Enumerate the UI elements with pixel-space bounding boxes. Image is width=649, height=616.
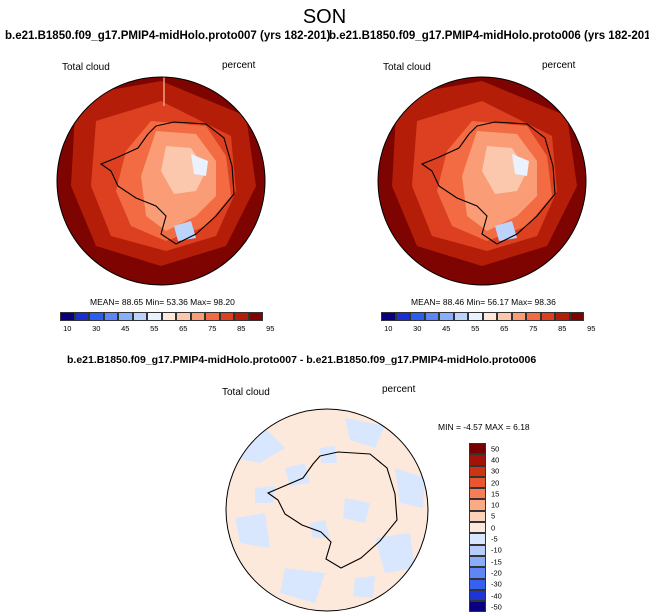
colorbar-tick-label: 30 (413, 324, 422, 333)
diff-colorbar-tick-label: -40 (491, 591, 502, 601)
colorbar-tick-label: 75 (529, 324, 538, 333)
panel-left-colorbar-labels: 10 30 45 55 65 75 85 95 (60, 324, 274, 334)
diff-colorbar-tick-label: -15 (491, 557, 502, 567)
panel-left-stats: MEAN= 88.65 Min= 53.36 Max= 98.20 (90, 297, 235, 307)
diff-colorbar-swatch (469, 601, 486, 613)
colorbar-tick-label: 95 (587, 324, 596, 333)
colorbar-swatch (219, 312, 234, 321)
colorbar-swatch (395, 312, 410, 321)
diff-colorbar-swatch (469, 499, 486, 511)
diff-units-label: percent (382, 384, 416, 395)
panel-left-map (56, 76, 266, 286)
diff-colorbar-swatch (469, 555, 486, 568)
panel-left-polar-map (56, 76, 266, 286)
colorbar-swatch (74, 312, 89, 321)
diff-colorbar-swatch (469, 522, 486, 534)
colorbar-swatch (555, 312, 570, 321)
diff-colorbar-tick-label: -50 (491, 602, 502, 612)
panel-right-polar-map (377, 76, 587, 286)
colorbar-swatch (468, 312, 483, 321)
colorbar-swatch (248, 312, 263, 321)
colorbar-swatch (103, 312, 118, 321)
colorbar-swatch (147, 312, 162, 321)
colorbar-tick-label: 85 (558, 324, 567, 333)
colorbar-swatch (424, 312, 439, 321)
diff-colorbar-tick-label: -20 (491, 568, 502, 578)
diff-colorbar-swatch (469, 465, 486, 477)
colorbar-swatch (176, 312, 191, 321)
diff-colorbar-tick-label: 50 (491, 444, 500, 454)
diff-polar-map (225, 408, 429, 612)
panel-right-colorbar-labels: 10 30 45 55 65 75 85 95 (381, 324, 595, 334)
colorbar-swatch (569, 312, 584, 321)
colorbar-swatch (118, 312, 133, 321)
diff-colorbar-swatch (469, 567, 486, 579)
diff-panel-title: b.e21.B1850.f09_g17.PMIP4-midHolo.proto0… (67, 354, 537, 366)
colorbar-swatch (205, 312, 220, 321)
colorbar-tick-label: 45 (442, 324, 451, 333)
colorbar-swatch (381, 312, 396, 321)
diff-stats: MIN = -4.57 MAX = 6.18 (438, 422, 530, 432)
diff-colorbar-tick-label: -10 (491, 545, 502, 555)
diff-colorbar-swatch (469, 589, 486, 602)
diff-colorbar-swatch (469, 454, 486, 466)
colorbar-swatch (526, 312, 541, 321)
diff-map (225, 408, 429, 612)
colorbar-tick-label: 65 (500, 324, 509, 333)
colorbar-swatch (482, 312, 497, 321)
diff-colorbar-swatch (469, 533, 486, 545)
panel-right-colorbar (381, 312, 584, 321)
colorbar-swatch (132, 312, 147, 321)
colorbar-tick-label: 95 (266, 324, 275, 333)
colorbar-tick-label: 75 (208, 324, 217, 333)
diff-colorbar-swatch (469, 578, 486, 590)
diff-colorbar-tick-label: 5 (491, 511, 496, 521)
diff-colorbar-tick-label: 30 (491, 466, 500, 476)
diff-field-label: Total cloud (222, 387, 270, 398)
diff-colorbar-tick-label: 0 (491, 523, 496, 533)
colorbar-swatch (439, 312, 454, 321)
colorbar-swatch (511, 312, 526, 321)
colorbar-swatch (410, 312, 425, 321)
diff-colorbar-tick-label: 10 (491, 500, 500, 510)
colorbar-swatch (89, 312, 104, 321)
colorbar-swatch (234, 312, 249, 321)
diff-colorbar-swatch (469, 510, 486, 523)
panel-left-case-title: b.e21.B1850.f09_g17.PMIP4-midHolo.proto0… (5, 30, 331, 42)
panel-right-field-label: Total cloud (383, 62, 431, 73)
panel-right-stats: MEAN= 88.46 Min= 56.17 Max= 98.36 (411, 297, 556, 307)
colorbar-swatch (453, 312, 468, 321)
panel-right-map (377, 76, 587, 286)
colorbar-swatch (60, 312, 75, 321)
diff-colorbar-swatch (469, 443, 486, 455)
diff-colorbar-tick-label: -5 (491, 534, 498, 544)
panel-right-case-title: b.e21.B1850.f09_g17.PMIP4-midHolo.proto0… (329, 30, 649, 42)
diff-colorbar (469, 443, 486, 613)
panel-left-field-label: Total cloud (62, 62, 110, 73)
panel-left-colorbar (60, 312, 263, 321)
panel-right-units-label: percent (542, 60, 576, 71)
diff-colorbar-labels: 50 40 30 20 15 10 5 0 -5 -10 -15 -20 -30 -40 -50 (491, 443, 511, 613)
season-title: SON (302, 6, 347, 28)
colorbar-swatch (161, 312, 176, 321)
colorbar-swatch (497, 312, 512, 321)
colorbar-swatch (540, 312, 555, 321)
colorbar-tick-label: 55 (150, 324, 159, 333)
diff-colorbar-tick-label: 15 (491, 489, 500, 499)
diff-colorbar-swatch (469, 488, 486, 500)
diff-colorbar-tick-label: 40 (491, 455, 500, 465)
diff-colorbar-tick-label: 20 (491, 478, 500, 488)
panel-left-units-label: percent (222, 60, 256, 71)
colorbar-tick-label: 10 (384, 324, 393, 333)
colorbar-tick-label: 10 (63, 324, 72, 333)
colorbar-tick-label: 30 (92, 324, 101, 333)
diff-colorbar-swatch (469, 476, 486, 489)
colorbar-swatch (190, 312, 205, 321)
colorbar-tick-label: 65 (179, 324, 188, 333)
diff-colorbar-swatch (469, 544, 486, 556)
colorbar-tick-label: 55 (471, 324, 480, 333)
colorbar-tick-label: 85 (237, 324, 246, 333)
diff-colorbar-tick-label: -30 (491, 579, 502, 589)
colorbar-tick-label: 45 (121, 324, 130, 333)
